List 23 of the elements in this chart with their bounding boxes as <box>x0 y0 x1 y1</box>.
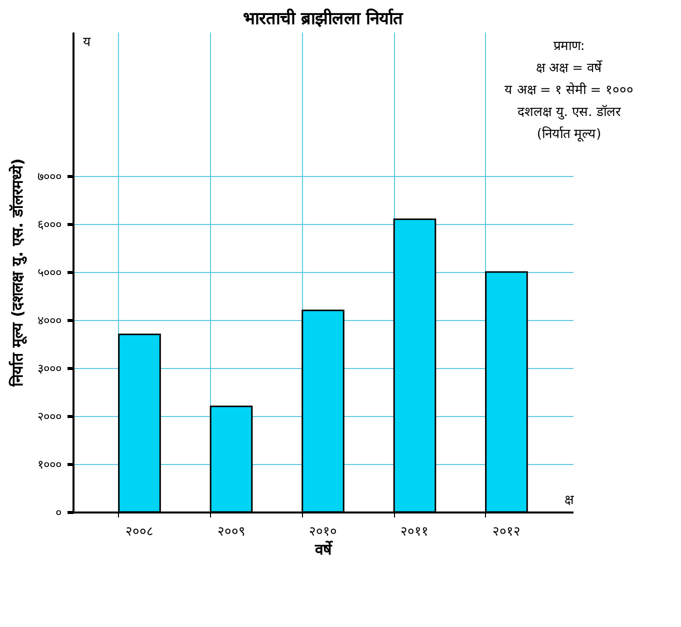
annotation: दशलक्ष यु. एस. डॉलर <box>518 104 622 120</box>
x-tick-label: २०११ <box>400 524 429 540</box>
annotation: क्ष अक्ष = वर्षे <box>536 60 604 76</box>
y-tick-label: ३००० <box>38 362 62 376</box>
annotation: प्रमाण: <box>553 39 585 54</box>
chart-title: भारताची ब्राझीलला निर्यात <box>243 8 404 29</box>
y-tick-label: ४००० <box>38 314 62 328</box>
annotation: य <box>83 35 91 50</box>
annotation: (निर्यात मूल्य) <box>536 126 602 142</box>
x-axis-title: वर्षे <box>314 540 334 558</box>
y-axis-title: निर्यात मूल्य (दशलक्ष यु. एस. डॉलरमध्ये) <box>8 158 28 388</box>
y-tick-label: २००० <box>38 410 62 424</box>
x-tick-label: २०१२ <box>492 524 520 540</box>
x-tick-label: २०१० <box>309 524 337 540</box>
y-tick-label: ० <box>56 506 62 520</box>
x-tick-label: २००९ <box>217 524 246 540</box>
annotation: क्ष <box>564 493 574 508</box>
y-tick-label: ७००० <box>38 170 62 184</box>
y-tick-label: ५००० <box>38 266 62 280</box>
annotation: य अक्ष = १ सेमी = १००० <box>504 82 634 98</box>
y-tick-label: ६००० <box>38 218 62 232</box>
x-tick-label: २००८ <box>126 524 154 540</box>
y-tick-label: १००० <box>38 458 62 472</box>
